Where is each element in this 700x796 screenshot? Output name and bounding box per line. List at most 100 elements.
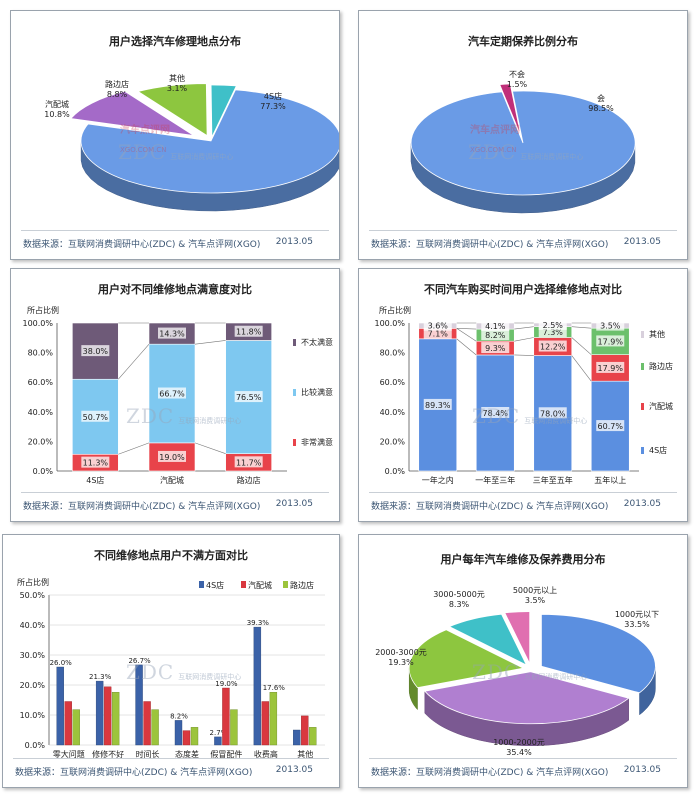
pie-label: 会 [597,93,605,103]
data-label: 4.1% [485,322,506,331]
chart-regular-maintenance: 会98.5% 不会1.5% [410,69,636,214]
footer: 数据来源：互联网消费调研中心(ZDC) & 汽车点评网(XGO) 2013.05 [371,237,675,251]
chart-title: 汽车定期保养比例分布 [468,35,578,48]
pie-label: 1000元以下 [615,610,659,619]
y-tick-label: 50.0% [20,591,46,600]
legend-swatch [641,447,644,454]
footer: 数据来源：互联网消费调研中心(ZDC) & 汽车点评网(XGO) 2013.05 [371,499,675,513]
data-label: 78.0% [540,409,566,418]
connector-line [118,343,150,380]
y-tick-label: 20.0% [380,437,406,446]
pie-label: 汽配城 [45,99,69,109]
legend-label: 汽配城 [248,580,272,590]
x-tick-label: 一年之内 [422,475,454,485]
divider [21,230,329,231]
panel-purchase-time: 不同汽车购买时间用户选择维修地点对比 所占比例 0.0% 20.0% 40.0% 60.… [358,268,688,522]
footer: 数据来源：互联网消费调研中心(ZDC) & 汽车点评网(XGO) 2013.05 [23,499,327,513]
chart-dissatisfaction: 所占比例 0.0% 10.0% 20.0% 30.0% 40.0% 50.0% 26.0% 零大… [17,577,325,759]
data-label-bg [81,345,110,357]
data-label-bg [481,329,510,341]
data-label: 21.3% [89,673,112,681]
data-label: 2.7% [210,729,228,737]
legend-swatch [283,581,288,588]
pie-slice [448,613,528,666]
legend-label: 不太满意 [301,337,333,347]
data-label-bg [234,325,263,337]
connector-line [194,340,226,345]
x-tick-label: 态度差 [175,749,199,759]
y-axis-label: 所占比例 [379,305,411,315]
x-tick-label: 时间长 [136,749,160,759]
data-label: 60.7% [598,422,624,431]
data-label: 39.3% [247,619,270,627]
data-label: 17.6% [263,684,286,692]
pie-slice [70,90,195,136]
y-axis-label: 所占比例 [27,305,59,315]
data-label: 7.1% [428,330,449,339]
footer: 数据来源：互联网消费调研中心(ZDC) & 汽车点评网(XGO) 2013.05 [15,765,327,779]
bar [143,701,151,746]
y-tick-label: 80.0% [28,349,54,358]
pie-label: 8.3% [449,600,470,609]
divider [369,230,677,231]
pie-label: 19.3% [388,658,414,667]
y-tick-label: 20.0% [28,437,54,446]
pie-label: 77.3% [260,102,286,111]
bar [95,680,104,746]
data-label: 9.3% [485,344,506,353]
data-label: 17.9% [598,364,624,373]
x-tick-label: 五年以上 [594,475,626,485]
pie-label: 3.5% [525,596,546,605]
pie-slice [499,83,522,136]
pie-label: 8.8% [107,90,128,99]
x-tick-label: 零大问题 [53,749,85,759]
bar-segment [72,322,119,380]
pie-label: 10.8% [44,110,70,119]
data-label: 8.2% [170,712,188,720]
data-label-bg [596,361,625,373]
data-label-bg [596,335,625,347]
data-label: 38.0% [83,347,109,356]
y-tick-label: 0.0% [385,467,406,476]
data-label: 12.2% [540,343,566,352]
date-label: 2013.05 [623,499,661,509]
legend-label: 汽配城 [649,401,673,411]
pie-label: 98.5% [588,104,614,113]
date-label: 2013.05 [275,499,313,509]
data-label-bg [234,456,263,468]
divider [369,758,677,759]
chart-title: 不同维修地点用户不满方面对比 [94,549,248,562]
data-label: 3.5% [600,322,621,331]
pie-slice [80,89,339,194]
chart-purchase-time: 所占比例 0.0% 20.0% 40.0% 60.0% 80.0% 100.0% 89.3% 7… [374,305,673,485]
source-label: 数据来源：互联网消费调研中心(ZDC) & 汽车点评网(XGO) [371,240,609,250]
legend-swatch [641,363,644,370]
data-label-bg [538,340,567,352]
pie-label: 5000元以上 [513,586,557,595]
data-label: 19.0% [215,680,238,688]
connector-line [571,326,592,329]
bar [103,686,112,746]
x-tick-label: 修修不好 [92,749,124,759]
bar [269,691,278,746]
panel-annual-cost: 用户每年汽车维修及保养费用分布 1000元以下 33.5% 1000-2000元 35… [358,534,688,788]
bar [56,666,64,746]
pie-label: 33.5% [624,620,650,629]
divider [21,492,329,493]
x-tick-label: 三年至五年 [533,475,573,485]
pie-label: 不会 [509,69,525,79]
bar [151,709,159,746]
footer: 数据来源：互联网消费调研中心(ZDC) & 汽车点评网(XGO) 2013.05 [371,765,675,779]
chart-title: 用户对不同维修地点满意度对比 [98,283,252,296]
data-label: 8.2% [485,331,506,340]
connector-line [118,442,150,455]
source-label: 数据来源：互联网消费调研中心(ZDC) & 汽车点评网(XGO) [23,502,261,512]
pie-label: 路边店 [105,79,129,89]
bar [230,709,238,746]
data-label-bg [81,410,110,422]
legend-swatch [241,581,246,588]
data-label-bg [481,406,510,418]
pie-slice [408,629,525,689]
data-label-bg [158,450,186,462]
